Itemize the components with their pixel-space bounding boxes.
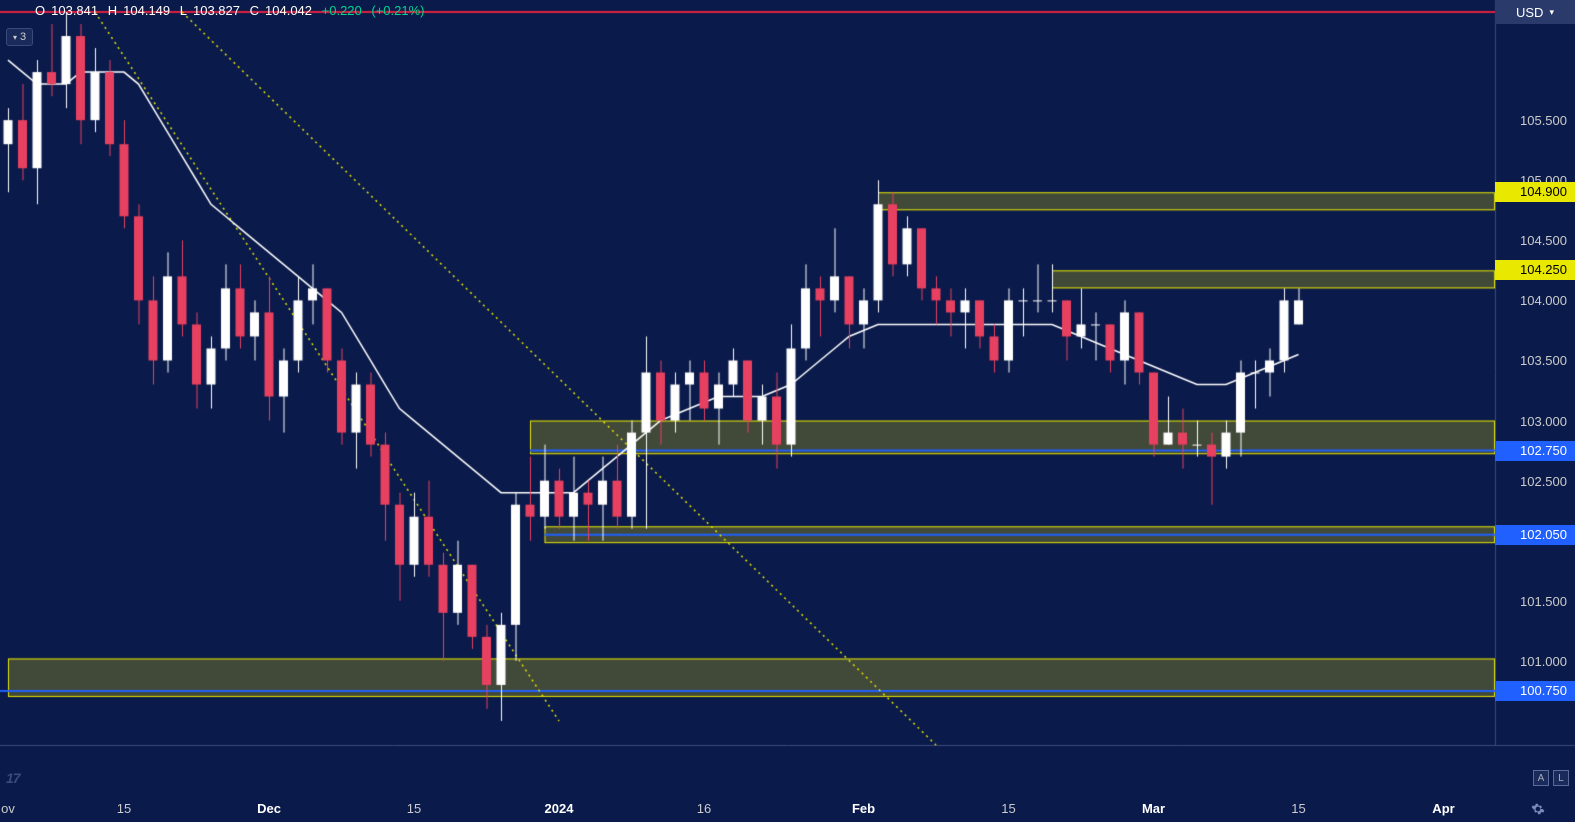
open-value: 103.841 xyxy=(51,3,98,18)
ohlc-display: O 103.841 H 104.149 L 103.827 C 104.042 +0.2… xyxy=(35,3,431,18)
x-tick-label: 15 xyxy=(1001,801,1015,816)
price-tag: 104.900 xyxy=(1495,182,1575,202)
y-tick-label: 104.500 xyxy=(1495,233,1567,248)
x-tick-label: Feb xyxy=(852,801,875,816)
y-tick-label: 103.500 xyxy=(1495,353,1567,368)
x-tick-label: 16 xyxy=(697,801,711,816)
chevron-down-icon: ▾ xyxy=(1549,7,1554,18)
y-tick-label: 102.500 xyxy=(1495,474,1567,489)
y-tick-label: 103.000 xyxy=(1495,414,1567,429)
price-tag: 102.050 xyxy=(1495,525,1575,545)
delta-value: +0.220 xyxy=(322,3,362,18)
chevron-down-icon: ▾ xyxy=(13,33,17,42)
y-tick-label: 101.000 xyxy=(1495,654,1567,669)
x-tick-label: 2024 xyxy=(545,801,574,816)
corner-badges: A L xyxy=(1533,770,1569,786)
low-label: L xyxy=(180,3,187,18)
x-axis[interactable]: ov 15 Dec 15 2024 16 Feb 15 Mar 15 Apr xyxy=(0,792,1495,822)
x-tick-label: Dec xyxy=(257,801,281,816)
open-label: O xyxy=(35,3,45,18)
y-tick-label: 104.000 xyxy=(1495,293,1567,308)
indicator-count-label: 3 xyxy=(20,31,26,43)
auto-scale-button[interactable]: A xyxy=(1533,770,1549,786)
currency-label: USD xyxy=(1516,5,1543,20)
x-tick-label: 15 xyxy=(407,801,421,816)
y-tick-label: 101.500 xyxy=(1495,594,1567,609)
x-tick-label: Apr xyxy=(1432,801,1454,816)
delta-pct: (+0.21%) xyxy=(371,3,424,18)
close-value: 104.042 xyxy=(265,3,312,18)
gear-icon[interactable] xyxy=(1531,802,1545,816)
close-label: C xyxy=(250,3,259,18)
price-tag: 102.750 xyxy=(1495,441,1575,461)
x-tick-label: ov xyxy=(1,801,15,816)
high-value: 104.149 xyxy=(123,3,170,18)
x-tick-label: 15 xyxy=(117,801,131,816)
log-scale-button[interactable]: L xyxy=(1553,770,1569,786)
price-tag: 100.750 xyxy=(1495,681,1575,701)
x-tick-label: 15 xyxy=(1291,801,1305,816)
indicator-count-toggle[interactable]: ▾ 3 xyxy=(6,28,33,46)
x-tick-label: Mar xyxy=(1142,801,1165,816)
y-tick-label: 105.500 xyxy=(1495,113,1567,128)
high-label: H xyxy=(108,3,117,18)
chart-container: O 103.841 H 104.149 L 103.827 C 104.042 +0.2… xyxy=(0,0,1575,822)
low-value: 103.827 xyxy=(193,3,240,18)
candlestick-chart[interactable] xyxy=(0,0,1575,822)
currency-dropdown[interactable]: USD ▾ xyxy=(1495,0,1575,24)
tradingview-logo: 17 xyxy=(6,770,20,786)
y-axis[interactable]: 101.000 101.500 102.500 103.000 103.500 104.0… xyxy=(1495,24,1575,744)
price-tag: 104.250 xyxy=(1495,260,1575,280)
